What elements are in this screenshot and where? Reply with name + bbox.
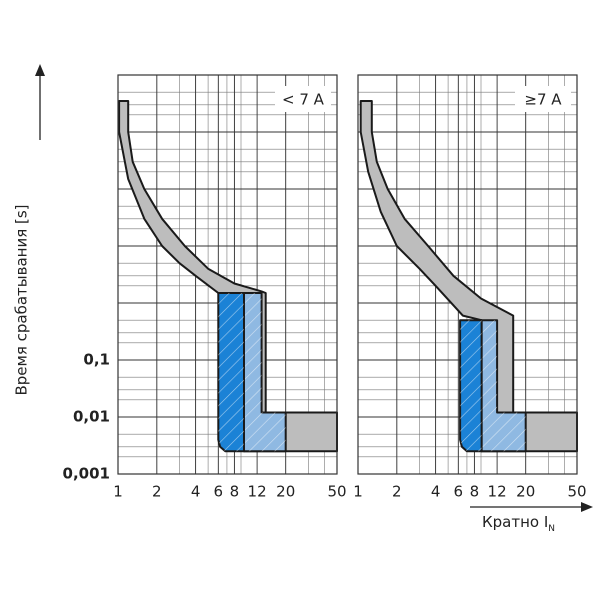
x-tick-label: 50 <box>327 483 346 501</box>
y-arrow-head <box>35 64 45 76</box>
x-tick-label: 20 <box>516 483 535 501</box>
area <box>118 100 338 453</box>
x-tick-label: 1 <box>353 483 363 501</box>
x-tick-label: 20 <box>276 483 295 501</box>
y-tick-label: 0,001 <box>63 465 110 483</box>
hatch <box>481 320 526 452</box>
plot-frame <box>357 74 578 475</box>
x-tick-label: 4 <box>191 483 201 501</box>
x-tick-label: 12 <box>488 483 507 501</box>
annotation: ≥7 A <box>524 91 562 109</box>
y-tick-label: 0,01 <box>73 408 110 426</box>
annotation: < 7 A <box>282 91 325 109</box>
x-axis-label: Кратно IN <box>482 513 555 534</box>
x-tick-label: 2 <box>392 483 402 501</box>
x-tick-label: 6 <box>454 483 464 501</box>
x-tick-label: 4 <box>431 483 441 501</box>
x-tick-label: 8 <box>230 483 240 501</box>
x-tick-label: 6 <box>214 483 224 501</box>
x-arrow-head <box>581 502 593 512</box>
annotation-box <box>515 86 571 112</box>
annotation-box <box>275 86 331 112</box>
hatch <box>218 293 244 452</box>
hatch <box>460 320 482 452</box>
plot-frame <box>117 74 338 475</box>
x-tick-label: 1 <box>113 483 123 501</box>
x-tick-label: 8 <box>470 483 480 501</box>
y-tick-label: 0,1 <box>83 351 110 369</box>
x-tick-label: 2 <box>152 483 162 501</box>
hatch <box>244 293 286 452</box>
x-tick-label: 12 <box>248 483 267 501</box>
x-label-main: Кратно I <box>482 513 548 531</box>
x-tick-label: 50 <box>567 483 586 501</box>
x-label-sub: N <box>548 524 555 534</box>
y-axis-label: Время срабатывания [s] <box>13 204 31 395</box>
